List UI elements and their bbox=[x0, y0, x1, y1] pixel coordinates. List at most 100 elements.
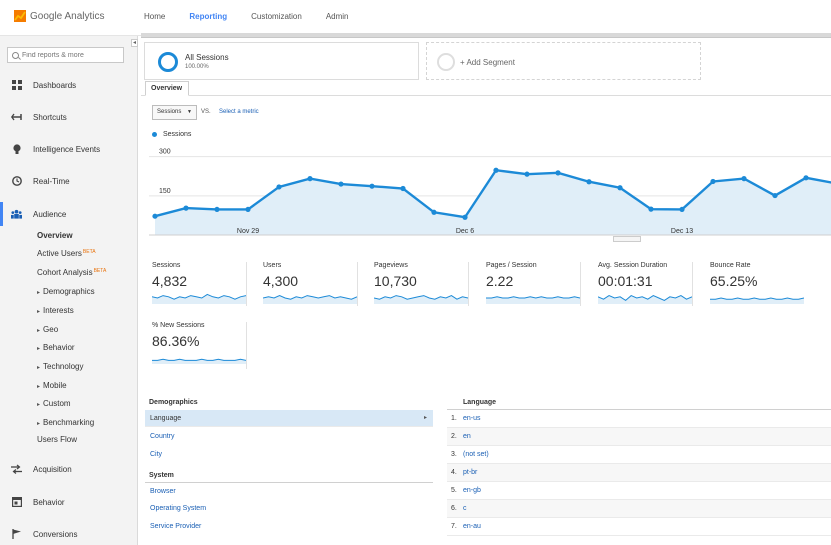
subitem-label: Cohort Analysis bbox=[37, 268, 93, 277]
sidebar-subitem-demographics[interactable]: ▸ Demographics bbox=[37, 287, 95, 296]
chart-resize-handle[interactable] bbox=[613, 236, 641, 242]
scorecard-new-sessions[interactable]: % New Sessions 86.36% bbox=[141, 322, 247, 369]
language-row[interactable]: 3. (not set) bbox=[447, 446, 831, 464]
legend-dot-icon bbox=[152, 132, 157, 137]
scorecard-bounce-rate[interactable]: Bounce Rate 65.25% bbox=[699, 262, 805, 306]
sidebar-item-shortcuts[interactable]: Shortcuts bbox=[0, 105, 138, 129]
sidebar-subitem-behavior[interactable]: ▸ Behavior bbox=[37, 343, 75, 352]
topnav-reporting[interactable]: Reporting bbox=[189, 0, 228, 36]
data-point[interactable] bbox=[338, 181, 344, 187]
data-point[interactable] bbox=[586, 179, 592, 185]
sessions-chart[interactable]: 150 300 Nov 29 Dec 6 Dec 13 bbox=[141, 141, 831, 241]
sidebar-subitem-benchmarking[interactable]: ▸ Benchmarking bbox=[37, 418, 94, 427]
system-row-service-provider[interactable]: Service Provider bbox=[150, 523, 202, 530]
google-analytics-logo[interactable]: Google Analytics bbox=[14, 10, 105, 22]
scorecard-sessions[interactable]: Sessions 4,832 bbox=[141, 262, 247, 306]
caret-right-icon: ▸ bbox=[37, 346, 41, 352]
data-point[interactable] bbox=[679, 206, 685, 213]
add-segment-button[interactable]: + Add Segment bbox=[426, 42, 701, 80]
select-a-metric-link[interactable]: Select a metric bbox=[219, 109, 259, 115]
sidebar-item-intelligence-events[interactable]: Intelligence Events bbox=[0, 137, 138, 161]
segment-all-sessions[interactable]: All Sessions 100.00% bbox=[144, 42, 419, 80]
language-row[interactable]: 1. en-us bbox=[447, 410, 831, 428]
scorecard-pages-per-session[interactable]: Pages / Session 2.22 bbox=[475, 262, 581, 306]
scorecard-value: 2.22 bbox=[486, 273, 514, 289]
data-point[interactable] bbox=[710, 178, 716, 185]
divider bbox=[141, 95, 831, 96]
sidebar-subitem-mobile[interactable]: ▸ Mobile bbox=[37, 381, 67, 390]
data-point[interactable] bbox=[245, 206, 251, 213]
data-point[interactable] bbox=[803, 175, 809, 181]
sidebar-subitem-active-users[interactable]: Active UsersBETA bbox=[37, 249, 96, 258]
language-link[interactable]: pt-br bbox=[463, 469, 478, 476]
caret-right-icon: ▸ bbox=[37, 402, 41, 408]
search-input[interactable] bbox=[22, 51, 117, 59]
sidebar-item-label: Acquisition bbox=[33, 464, 72, 474]
sidebar-item-acquisition[interactable]: Acquisition bbox=[0, 457, 138, 481]
sidebar-item-label: Conversions bbox=[33, 529, 78, 539]
sparkline bbox=[710, 297, 804, 304]
sidebar-item-behavior[interactable]: Behavior bbox=[0, 490, 138, 514]
language-row[interactable]: 7. en-au bbox=[447, 518, 831, 536]
data-point[interactable] bbox=[307, 176, 313, 182]
system-row-operating-system[interactable]: Operating System bbox=[150, 505, 207, 512]
language-link[interactable]: c bbox=[463, 505, 467, 512]
data-point[interactable] bbox=[617, 185, 623, 191]
data-point[interactable] bbox=[462, 214, 468, 220]
demographics-row-language[interactable]: Language ▸ bbox=[145, 410, 433, 427]
topnav-customization[interactable]: Customization bbox=[251, 12, 302, 21]
data-point[interactable] bbox=[741, 176, 747, 182]
sidebar-item-audience[interactable]: Audience bbox=[0, 202, 138, 226]
sidebar-item-dashboards[interactable]: Dashboards bbox=[0, 73, 138, 97]
data-point[interactable] bbox=[431, 209, 437, 215]
data-point[interactable] bbox=[772, 192, 778, 199]
caret-right-icon: ▸ bbox=[37, 309, 41, 315]
sidebar-subitem-geo[interactable]: ▸ Geo bbox=[37, 325, 58, 334]
data-point[interactable] bbox=[524, 171, 530, 177]
sidebar-subitem-cohort-analysis[interactable]: Cohort AnalysisBETA bbox=[37, 268, 106, 277]
sidebar-search[interactable] bbox=[7, 47, 124, 63]
row-label: Language bbox=[150, 415, 182, 422]
scorecard-avg-session-duration[interactable]: Avg. Session Duration 00:01:31 bbox=[587, 262, 693, 306]
language-row[interactable]: 5. en-gb bbox=[447, 482, 831, 500]
main-content: All Sessions 100.00% + Add Segment Overv… bbox=[141, 38, 831, 545]
system-row-browser[interactable]: Browser bbox=[145, 482, 433, 499]
sidebar-subitem-custom[interactable]: ▸ Custom bbox=[37, 399, 71, 408]
language-link[interactable]: (not set) bbox=[463, 451, 489, 458]
language-link[interactable]: en-gb bbox=[463, 487, 481, 494]
data-point[interactable] bbox=[493, 167, 499, 173]
scorecard-users[interactable]: Users 4,300 bbox=[252, 262, 358, 306]
data-point[interactable] bbox=[276, 184, 282, 190]
language-row[interactable]: 4. pt-br bbox=[447, 464, 831, 482]
data-point[interactable] bbox=[152, 213, 158, 219]
sparkline bbox=[598, 295, 692, 304]
sidebar-subitem-interests[interactable]: ▸ Interests bbox=[37, 306, 74, 315]
language-row[interactable]: 6. c bbox=[447, 500, 831, 518]
metric-selector[interactable]: Sessions ▼ bbox=[152, 105, 197, 120]
data-point[interactable] bbox=[214, 206, 220, 213]
data-point[interactable] bbox=[183, 205, 189, 211]
data-point[interactable] bbox=[400, 185, 406, 192]
demographics-row-country[interactable]: Country bbox=[150, 433, 175, 440]
scorecard-pageviews[interactable]: Pageviews 10,730 bbox=[363, 262, 469, 306]
sidebar-subitem-overview[interactable]: Overview bbox=[37, 231, 73, 240]
sidebar-subitem-users-flow[interactable]: Users Flow bbox=[37, 435, 77, 444]
beta-badge: BETA bbox=[82, 249, 96, 255]
sidebar-item-real-time[interactable]: Real-Time bbox=[0, 169, 138, 193]
demographics-row-city[interactable]: City bbox=[150, 451, 163, 458]
collapse-sidebar-icon[interactable]: ◂ bbox=[131, 39, 138, 47]
divider bbox=[447, 409, 831, 410]
sidebar-item-conversions[interactable]: Conversions bbox=[0, 522, 138, 545]
language-link[interactable]: en-us bbox=[463, 415, 481, 422]
sidebar-subitem-technology[interactable]: ▸ Technology bbox=[37, 362, 84, 371]
topnav-admin[interactable]: Admin bbox=[325, 12, 349, 21]
language-row[interactable]: 2. en bbox=[447, 428, 831, 446]
data-point[interactable] bbox=[369, 183, 375, 189]
sparkline bbox=[152, 293, 246, 304]
tab-overview[interactable]: Overview bbox=[145, 81, 189, 96]
language-link[interactable]: en bbox=[463, 433, 471, 440]
data-point[interactable] bbox=[648, 206, 654, 212]
language-link[interactable]: en-au bbox=[463, 523, 481, 530]
data-point[interactable] bbox=[555, 170, 561, 176]
topnav-home[interactable]: Home bbox=[144, 12, 166, 21]
